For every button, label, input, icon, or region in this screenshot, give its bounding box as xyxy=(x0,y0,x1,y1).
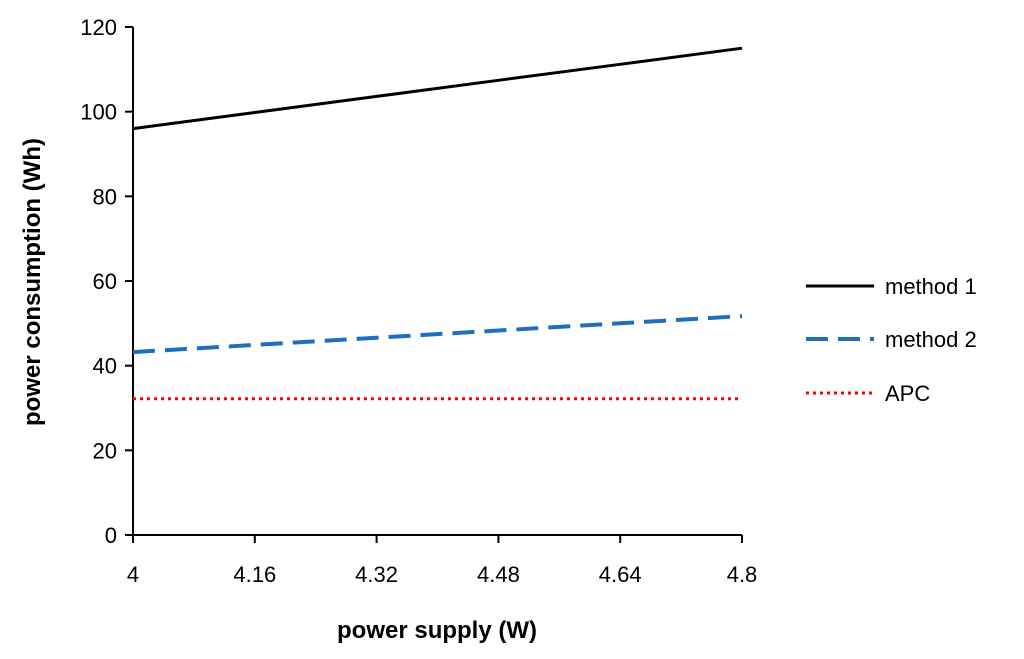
y-tick-label: 120 xyxy=(80,15,117,40)
x-axis-title: power supply (W) xyxy=(337,617,537,644)
x-tick-label: 4.16 xyxy=(233,562,276,587)
x-tick-label: 4 xyxy=(127,562,139,587)
legend: method 1 method 2 APC xyxy=(806,274,977,406)
x-tick-label: 4.64 xyxy=(599,562,642,587)
series-line-method-2 xyxy=(132,314,743,355)
y-tick-label: 60 xyxy=(93,269,117,294)
x-tick-label: 4.8 xyxy=(727,562,758,587)
x-tick-label: 4.32 xyxy=(355,562,398,587)
legend-label: method 2 xyxy=(885,327,977,352)
y-tick-label: 20 xyxy=(93,438,117,463)
y-tick-label: 100 xyxy=(80,100,117,125)
series-line-method-1 xyxy=(132,46,743,131)
series-layer xyxy=(132,46,743,401)
y-tick-label: 40 xyxy=(93,354,117,379)
y-tick-label: 80 xyxy=(93,184,117,209)
x-tick-label: 4.48 xyxy=(477,562,520,587)
axes: 0 20 40 60 80 100 120 4 4.16 4.32 4.48 4.64 4.8 xyxy=(80,15,757,587)
y-tick-label: 0 xyxy=(105,523,117,548)
legend-label: method 1 xyxy=(885,274,977,299)
y-axis-title: power consumption (Wh) xyxy=(19,138,46,426)
legend-label: APC xyxy=(885,381,930,406)
